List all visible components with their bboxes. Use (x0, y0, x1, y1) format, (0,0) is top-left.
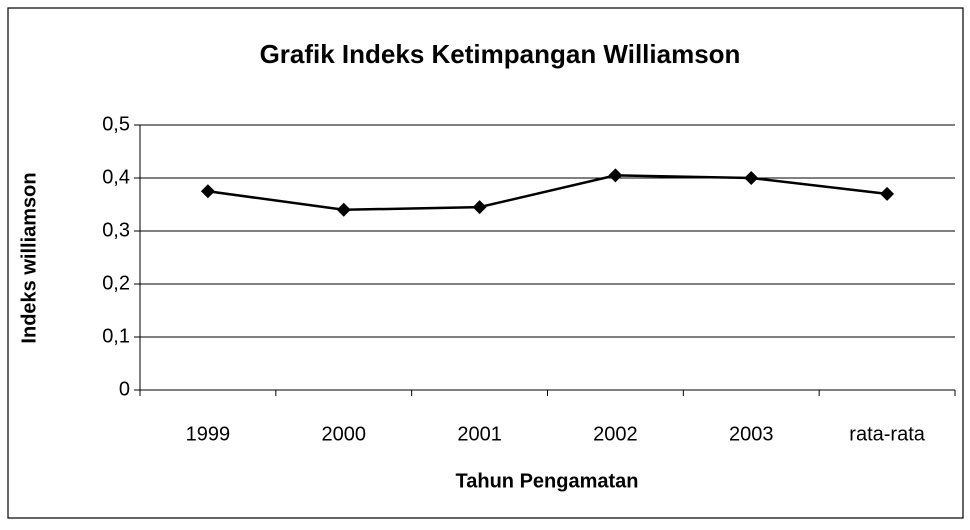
y-tick-label: 0,4 (102, 166, 130, 188)
chart-frame (7, 7, 964, 519)
y-tick-label: 0,5 (102, 113, 130, 135)
x-tick-label: 2002 (593, 423, 638, 445)
data-point (608, 168, 623, 183)
x-axis-title: Tahun Pengamatan (456, 470, 639, 492)
x-tick-label: 1999 (186, 423, 231, 445)
data-point (336, 202, 351, 217)
data-point (880, 186, 895, 201)
y-tick-label: 0,1 (102, 325, 130, 347)
y-tick-label: 0 (119, 378, 130, 400)
data-point (472, 200, 487, 215)
series-line (207, 174, 888, 212)
x-tick-label: 2003 (729, 423, 774, 445)
x-tick-label: 2000 (322, 423, 367, 445)
x-tick-label: rata-rata (849, 423, 925, 445)
chart-title: Grafik Indeks Ketimpangan Williamson (260, 39, 741, 69)
y-tick-label: 0,2 (102, 272, 130, 294)
y-tick-label: 0,3 (102, 219, 130, 241)
data-point (744, 171, 759, 185)
data-point (200, 184, 215, 199)
y-axis-title: Indeks williamson (18, 172, 40, 343)
x-tick-label: 2001 (457, 423, 502, 445)
